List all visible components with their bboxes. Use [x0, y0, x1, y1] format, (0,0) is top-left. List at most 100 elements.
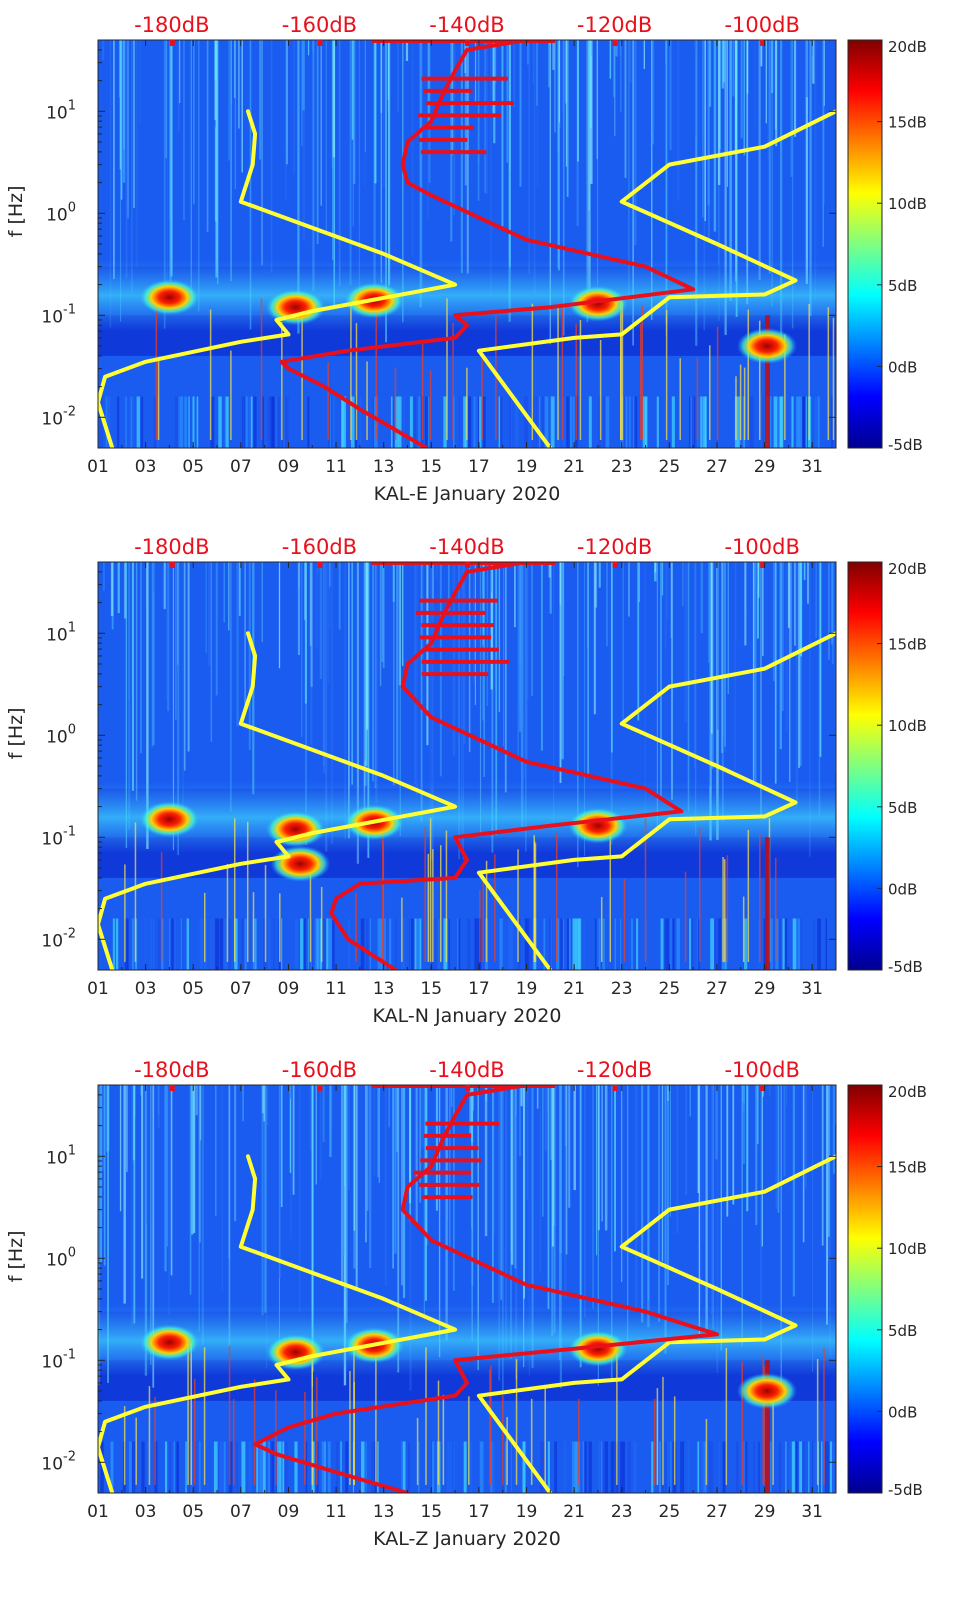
lf-stripe: [173, 918, 176, 970]
transient-spike: [764, 1366, 766, 1485]
yellow-right-model-curve: [476, 631, 836, 970]
lf-stripe: [605, 396, 610, 448]
x-tick-label: 07: [230, 979, 252, 999]
x-tick-label: 17: [468, 1502, 490, 1522]
hf-streak: [786, 1085, 788, 1106]
transient-spike: [517, 849, 519, 962]
hf-streak: [449, 1085, 452, 1118]
hf-streak: [358, 40, 361, 313]
hf-streak: [120, 40, 123, 200]
hf-streak: [394, 1085, 397, 1254]
hf-streak: [768, 40, 771, 274]
y-tick-base: 10: [46, 625, 68, 645]
hf-streak: [528, 40, 531, 275]
lf-stripe: [775, 918, 779, 970]
lf-stripe: [463, 1441, 467, 1493]
hf-streak: [301, 562, 303, 738]
hf-streak: [123, 1085, 126, 1304]
lf-stripe: [273, 396, 278, 448]
x-tick-label: 11: [325, 979, 347, 999]
lf-stripe: [474, 918, 478, 970]
energy-hotspot: [139, 1324, 200, 1361]
lf-stripe: [745, 1441, 748, 1493]
hf-streak: [615, 40, 618, 57]
transient-spike: [621, 301, 624, 440]
x-tick-label: 07: [230, 457, 252, 477]
lf-stripe: [401, 918, 405, 970]
lf-stripe: [829, 1441, 833, 1493]
hf-streak: [416, 562, 418, 796]
y-tick-exponent: -1: [63, 1347, 76, 1362]
lf-stripe: [569, 918, 572, 970]
hf-streak: [508, 40, 511, 322]
hf-streak: [131, 1085, 133, 1327]
hf-streak: [380, 40, 382, 284]
hf-streak: [557, 40, 559, 268]
lf-stripe: [548, 918, 553, 970]
hf-streak: [554, 1085, 556, 1333]
hf-streak: [700, 562, 704, 634]
hf-streak: [477, 40, 480, 201]
lf-stripe: [173, 1441, 175, 1493]
lf-stripe: [614, 918, 617, 970]
colorbar: [847, 39, 883, 449]
hf-streak: [559, 1085, 562, 1254]
hf-streak: [597, 40, 599, 287]
lf-stripe: [799, 918, 803, 970]
lf-stripe: [307, 396, 310, 448]
hf-streak: [415, 1085, 418, 1224]
hf-streak: [536, 40, 538, 106]
hf-streak: [709, 562, 712, 841]
hf-streak: [595, 1085, 598, 1256]
lf-stripe: [758, 918, 760, 970]
colorbar-label: 20dB: [888, 560, 927, 578]
hf-streak: [536, 40, 539, 188]
transient-spike: [724, 859, 726, 962]
hf-streak: [735, 40, 738, 317]
hf-streak: [531, 1085, 534, 1368]
hf-streak: [163, 562, 166, 610]
lf-stripe: [779, 1441, 782, 1493]
db-tick: [169, 1085, 175, 1091]
hf-streak: [598, 562, 601, 588]
lf-stripe: [457, 918, 459, 970]
lf-stripe: [670, 1441, 672, 1493]
lf-stripe: [667, 918, 669, 970]
hf-streak: [388, 1085, 390, 1128]
lf-stripe: [524, 396, 528, 448]
hf-streak: [223, 562, 225, 623]
hf-streak: [319, 562, 323, 679]
hf-streak: [794, 562, 796, 646]
lf-stripe: [477, 396, 480, 448]
lf-stripe: [345, 1441, 348, 1493]
transient-spike: [260, 298, 263, 440]
lf-stripe: [620, 1441, 624, 1493]
hf-streak: [742, 1085, 746, 1164]
hf-streak: [819, 562, 822, 757]
lf-stripe: [341, 396, 345, 448]
hf-streak: [230, 40, 233, 105]
colorbar-label: 10dB: [888, 717, 927, 735]
lf-stripe: [305, 1441, 308, 1493]
lf-stripe: [176, 1441, 179, 1493]
x-tick-label: 01: [87, 457, 109, 477]
hf-streak: [397, 1085, 400, 1373]
lf-stripe: [700, 1441, 705, 1493]
hf-streak: [109, 40, 112, 328]
hf-streak: [144, 1085, 148, 1376]
hf-streak: [689, 1085, 691, 1117]
db-tick: [465, 562, 470, 568]
transient-spike: [479, 890, 481, 962]
lf-stripe: [268, 1441, 270, 1493]
hf-streak: [398, 562, 402, 686]
y-axis-label: f [Hz]: [5, 707, 27, 759]
x-tick-label: 21: [563, 457, 585, 477]
lf-stripe: [186, 918, 190, 970]
hf-streak: [727, 562, 729, 695]
hf-streak: [775, 1085, 778, 1209]
lf-stripe: [508, 1441, 512, 1493]
x-tick-label: 03: [135, 1502, 157, 1522]
hf-streak: [553, 562, 555, 831]
hf-streak: [289, 1085, 292, 1173]
hf-streak: [641, 1085, 644, 1323]
